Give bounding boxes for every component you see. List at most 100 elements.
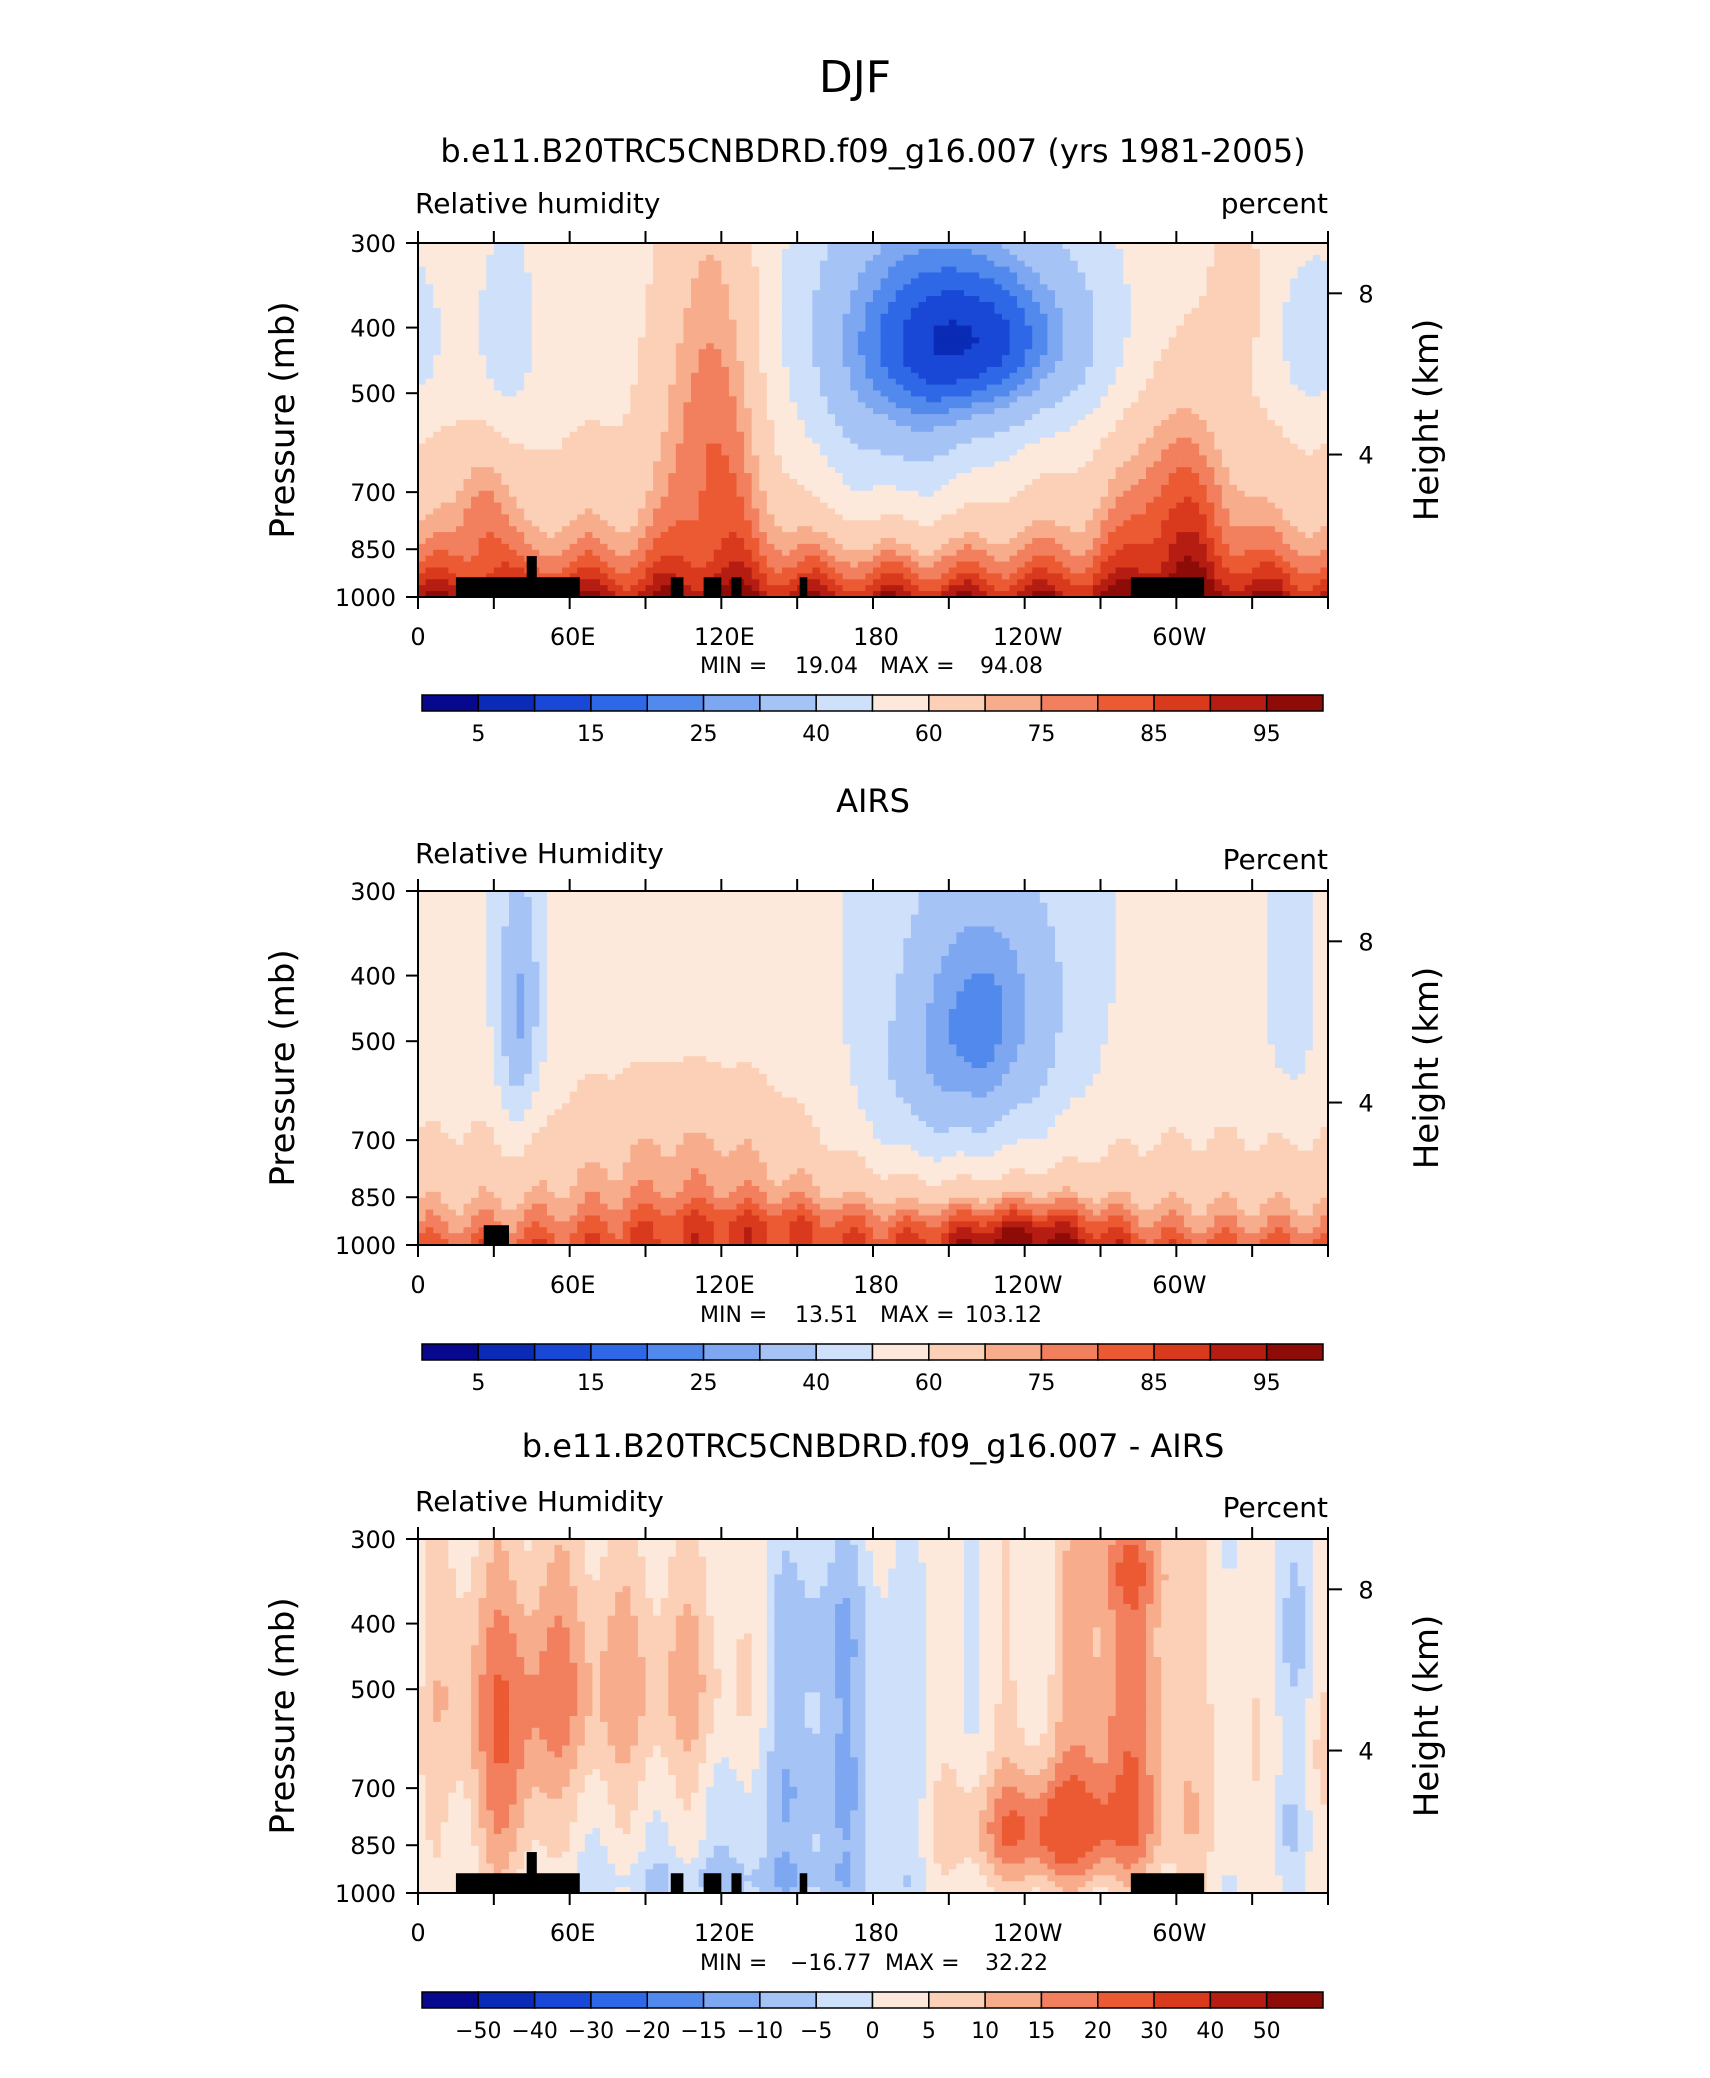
contour-cell	[562, 331, 571, 338]
contour-cell	[1123, 473, 1132, 480]
contour-cell	[1161, 296, 1170, 303]
contour-cell	[425, 473, 434, 480]
contour-cell	[448, 319, 457, 327]
contour-cell	[948, 266, 958, 274]
contour-cell	[903, 313, 912, 321]
contour-cell	[1070, 266, 1079, 274]
contour-cell	[425, 296, 434, 303]
contour-cell	[1100, 425, 1109, 433]
contour-cell	[448, 349, 457, 356]
contour-cell	[1274, 414, 1284, 421]
contour-cell	[577, 431, 586, 439]
contour-cell	[789, 384, 798, 392]
contour-cell	[668, 260, 677, 268]
contour-cell	[600, 343, 609, 350]
contour-cell	[986, 443, 995, 451]
contour-cell	[433, 248, 442, 256]
contour-cell	[1168, 319, 1177, 327]
contour-cell	[509, 425, 518, 433]
contour-cell	[910, 425, 920, 433]
contour-cell	[1100, 479, 1109, 486]
contour-cell	[728, 384, 738, 392]
contour-cell	[653, 260, 662, 268]
contour-cell	[956, 313, 965, 321]
contour-cell	[926, 384, 935, 392]
contour-cell	[926, 467, 935, 474]
contour-cell	[531, 455, 540, 462]
contour-cell	[835, 355, 844, 362]
contour-cell	[1191, 337, 1200, 344]
contour-cell	[1199, 284, 1208, 291]
contour-cell	[857, 343, 867, 350]
contour-cell	[630, 378, 639, 386]
contour-cell	[1062, 278, 1071, 285]
contour-cell	[865, 331, 874, 338]
contour-cell	[933, 449, 942, 456]
contour-cell	[1161, 313, 1170, 321]
contour-cell	[1290, 319, 1299, 327]
contour-cell	[584, 355, 594, 362]
contour-cell	[804, 254, 813, 262]
contour-cell	[895, 437, 904, 445]
contour-cell	[956, 384, 965, 392]
contour-cell	[600, 349, 609, 356]
contour-cell	[789, 343, 798, 350]
contour-cell	[1267, 449, 1276, 456]
contour-cell	[653, 378, 662, 386]
contour-cell	[1130, 431, 1140, 439]
contour-cell	[1039, 390, 1049, 397]
contour-cell	[850, 437, 859, 445]
contour-cell	[1161, 278, 1170, 285]
contour-cell	[842, 349, 851, 356]
contour-cell	[1297, 384, 1306, 392]
contour-cell	[1297, 355, 1306, 362]
contour-cell	[1115, 343, 1124, 350]
contour-cell	[986, 479, 995, 486]
contour-cell	[736, 449, 745, 456]
contour-cell	[728, 473, 738, 480]
contour-cell	[1123, 402, 1132, 409]
contour-cell	[1244, 467, 1253, 474]
contour-cell	[1077, 414, 1086, 421]
contour-cell	[660, 378, 669, 386]
contour-cell	[744, 248, 753, 256]
contour-cell	[728, 420, 738, 427]
contour-cell	[910, 343, 920, 350]
contour-cell	[1221, 461, 1231, 468]
contour-cell	[1176, 396, 1185, 403]
contour-cell	[1214, 337, 1223, 344]
contour-cell	[1055, 372, 1064, 380]
contour-cell	[531, 349, 540, 356]
contour-cell	[986, 390, 995, 397]
contour-cell	[1244, 443, 1253, 451]
contour-cell	[1267, 366, 1276, 374]
contour-cell	[1039, 402, 1049, 409]
contour-cell	[1153, 296, 1162, 303]
contour-cell	[804, 260, 813, 268]
contour-cell	[1274, 396, 1284, 403]
contour-cell	[888, 414, 897, 421]
contour-cell	[691, 473, 700, 480]
contour-cell	[835, 479, 844, 486]
contour-cell	[653, 337, 662, 344]
contour-cell	[1077, 378, 1086, 386]
contour-cell	[1146, 384, 1155, 392]
contour-cell	[941, 290, 950, 297]
contour-cell	[645, 431, 654, 439]
contour-cell	[1221, 266, 1231, 274]
contour-cell	[1077, 319, 1086, 327]
contour-cell	[1055, 455, 1064, 462]
contour-cell	[782, 272, 791, 279]
contour-cell	[895, 420, 904, 427]
contour-cell	[1138, 467, 1147, 474]
contour-cell	[713, 337, 722, 344]
contour-cell	[1092, 420, 1102, 427]
contour-cell	[1024, 366, 1033, 374]
contour-cell	[804, 266, 813, 274]
contour-cell	[956, 420, 965, 427]
contour-cell	[1297, 455, 1306, 462]
contour-cell	[744, 467, 753, 474]
contour-cell	[592, 467, 601, 474]
contour-cell	[744, 420, 753, 427]
